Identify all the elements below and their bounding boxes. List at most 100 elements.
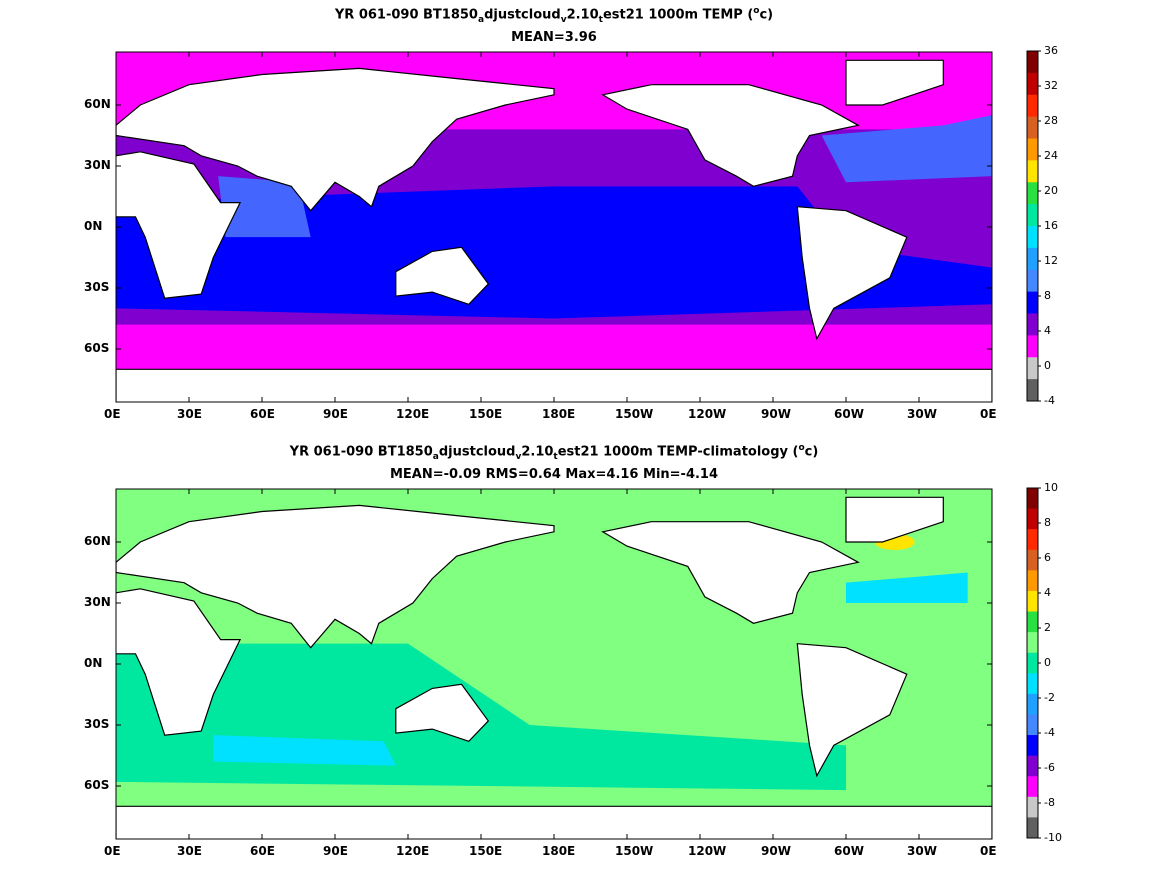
colorbar-segment — [1027, 673, 1038, 695]
x-tick-label: 60W — [834, 407, 864, 421]
title-part: v — [515, 451, 522, 462]
colorbar-label: 32 — [1044, 79, 1058, 92]
land-mass — [845, 59, 944, 106]
land-mass — [601, 84, 860, 187]
x-tick-label: 120E — [396, 407, 430, 421]
colorbar-segment — [1027, 269, 1038, 293]
x-tick-label: 90E — [323, 407, 348, 421]
y-tick-label: 60N — [84, 97, 111, 111]
colorbar-label: 20 — [1044, 184, 1058, 197]
colorbar-segment — [1027, 776, 1038, 798]
colorbar-segment — [1027, 379, 1038, 402]
x-tick-label: 60E — [250, 407, 275, 421]
colorbar-segment — [1027, 488, 1038, 510]
colorbar-label: 28 — [1044, 114, 1058, 127]
x-tick-label: 0E — [980, 844, 997, 858]
colorbar-segment — [1027, 529, 1038, 551]
title-part: djustcloud — [484, 7, 561, 23]
colorbar-label: 10 — [1044, 481, 1058, 494]
x-tick-label: 30E — [177, 844, 202, 858]
colorbar-label: 8 — [1044, 516, 1051, 529]
x-tick-label: 150E — [469, 844, 503, 858]
panel2-colorbar — [1026, 487, 1041, 839]
title-part: v — [560, 14, 567, 25]
colorbar-label: 36 — [1044, 44, 1058, 57]
panel1-title: YR 061-090 BT1850adjustcloudv2.10test21 … — [116, 6, 992, 25]
land-mass — [395, 246, 490, 305]
colorbar-segment — [1027, 549, 1038, 571]
land-mass — [116, 151, 242, 299]
colorbar-label: 6 — [1044, 551, 1051, 564]
land-mass — [796, 206, 908, 341]
colorbar-label: -4 — [1044, 726, 1055, 739]
colorbar-label: -6 — [1044, 761, 1055, 774]
title-part: YR 061-090 BT1850 — [289, 444, 433, 460]
colorbar-label: 0 — [1044, 359, 1051, 372]
y-tick-label: 30N — [84, 158, 111, 172]
panel2-field — [116, 489, 992, 839]
colorbar-segment — [1027, 714, 1038, 736]
x-tick-label: 90W — [761, 844, 791, 858]
deep-band — [116, 186, 992, 319]
colorbar-segment — [1027, 632, 1038, 654]
title-part: o — [753, 6, 760, 16]
panel1-field — [116, 52, 992, 402]
x-tick-label: 150E — [469, 407, 503, 421]
atlantic-band — [821, 115, 992, 183]
colorbar-segment — [1027, 590, 1038, 613]
colorbar-label: 0 — [1044, 656, 1051, 669]
colorbar-segment — [1027, 138, 1038, 161]
x-tick-label: 90E — [323, 844, 348, 858]
x-tick-label: 0E — [980, 407, 997, 421]
colorbar-segment — [1027, 247, 1038, 271]
y-tick-label: 0N — [84, 219, 103, 233]
title-part: est21 1000m TEMP-climatology ( — [557, 444, 799, 460]
atlantic-cold — [846, 572, 968, 603]
colorbar-segment — [1027, 313, 1038, 336]
panel1-colorbar — [1026, 50, 1041, 402]
panel2-title: YR 061-090 BT1850adjustcloudv2.10test21 … — [116, 443, 992, 462]
y-tick-label: 30S — [84, 717, 110, 731]
title-part: c) — [804, 444, 819, 460]
colorbar-segment — [1027, 755, 1038, 777]
colorbar-segment — [1027, 226, 1038, 249]
y-tick-label: 30N — [84, 595, 111, 609]
colorbar-label: 4 — [1044, 324, 1051, 337]
colorbar-segment — [1027, 611, 1038, 633]
colorbar-label: -2 — [1044, 691, 1055, 704]
title-part: o — [798, 443, 805, 453]
x-tick-label: 0E — [104, 407, 121, 421]
panel1-map — [115, 51, 993, 403]
colorbar-label: 2 — [1044, 621, 1051, 634]
colorbar-segment — [1027, 796, 1038, 818]
land-mass — [395, 683, 490, 742]
colorbar-label: -10 — [1044, 831, 1062, 844]
title-part: YR 061-090 BT1850 — [334, 7, 478, 23]
x-tick-label: 90W — [761, 407, 791, 421]
land-mass — [116, 368, 992, 402]
x-tick-label: 150W — [615, 844, 654, 858]
y-tick-label: 30S — [84, 280, 110, 294]
colorbar-label: 12 — [1044, 254, 1058, 267]
land-mass — [116, 67, 555, 212]
x-tick-label: 120E — [396, 844, 430, 858]
colorbar-segment — [1027, 116, 1038, 139]
arabian-sea — [218, 176, 311, 238]
title-part: djustcloud — [438, 444, 516, 460]
colorbar-label: -4 — [1044, 394, 1055, 407]
land-mass — [116, 805, 992, 839]
land-mass — [845, 496, 944, 543]
land-mass — [116, 588, 242, 736]
title-part: c) — [759, 7, 774, 23]
x-tick-label: 30W — [907, 407, 937, 421]
colorbar-segment — [1027, 693, 1038, 715]
colorbar-label: 24 — [1044, 149, 1058, 162]
colorbar-segment — [1027, 94, 1038, 118]
title-part: t — [598, 14, 603, 25]
colorbar-segment — [1027, 182, 1038, 205]
x-tick-label: 60E — [250, 844, 275, 858]
x-tick-label: 180E — [542, 844, 576, 858]
colorbar-segment — [1027, 817, 1038, 839]
x-tick-label: 150W — [615, 407, 654, 421]
